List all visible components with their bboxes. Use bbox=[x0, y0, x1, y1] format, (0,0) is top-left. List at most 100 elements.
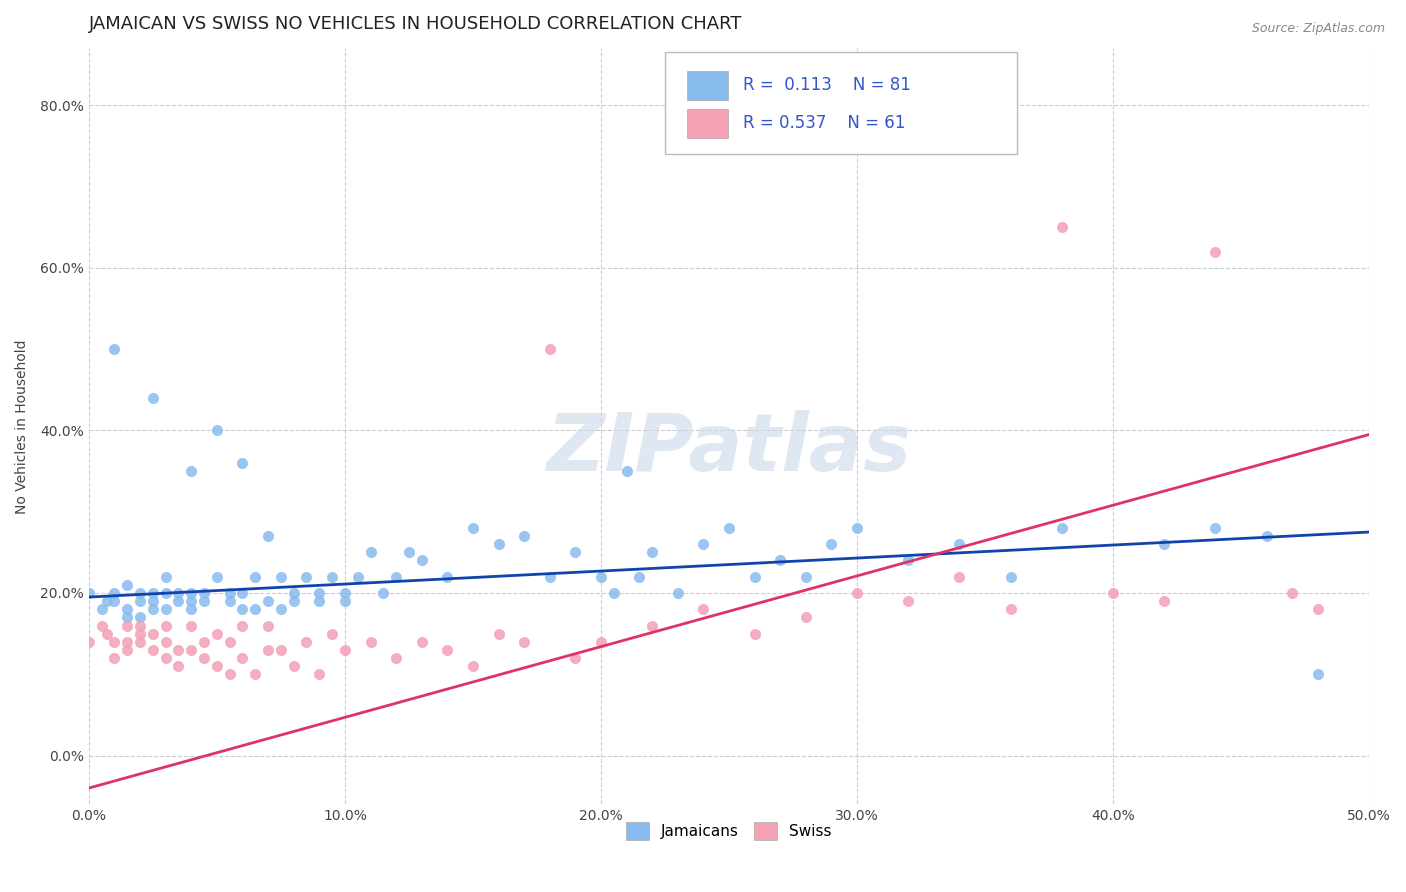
Point bbox=[117, 634, 139, 648]
Point bbox=[538, 342, 561, 356]
Point bbox=[231, 602, 253, 616]
Point bbox=[129, 586, 152, 600]
Point bbox=[1256, 529, 1278, 543]
Point bbox=[1306, 667, 1329, 681]
Point bbox=[373, 586, 395, 600]
Text: Source: ZipAtlas.com: Source: ZipAtlas.com bbox=[1251, 22, 1385, 36]
Point bbox=[295, 634, 318, 648]
Point bbox=[589, 634, 612, 648]
Point bbox=[96, 594, 118, 608]
Point bbox=[1000, 570, 1022, 584]
Point bbox=[90, 618, 112, 632]
Point bbox=[167, 659, 190, 673]
Point bbox=[231, 456, 253, 470]
Point bbox=[205, 626, 228, 640]
Point bbox=[103, 634, 125, 648]
Point bbox=[218, 634, 240, 648]
Y-axis label: No Vehicles in Household: No Vehicles in Household bbox=[15, 339, 30, 514]
Point bbox=[897, 553, 920, 567]
Point bbox=[385, 651, 408, 665]
Text: JAMAICAN VS SWISS NO VEHICLES IN HOUSEHOLD CORRELATION CHART: JAMAICAN VS SWISS NO VEHICLES IN HOUSEHO… bbox=[89, 15, 742, 33]
Point bbox=[142, 602, 165, 616]
Point bbox=[129, 610, 152, 624]
Point bbox=[603, 586, 626, 600]
Point bbox=[846, 521, 869, 535]
Point bbox=[167, 594, 190, 608]
Point bbox=[641, 618, 664, 632]
Point bbox=[167, 586, 190, 600]
Point bbox=[117, 602, 139, 616]
Point bbox=[1306, 602, 1329, 616]
Point bbox=[193, 594, 215, 608]
Point bbox=[117, 578, 139, 592]
Point bbox=[155, 651, 177, 665]
Point bbox=[948, 537, 970, 551]
Point bbox=[283, 586, 305, 600]
Point bbox=[1205, 521, 1227, 535]
Point bbox=[103, 586, 125, 600]
Point bbox=[513, 529, 536, 543]
Point bbox=[411, 634, 433, 648]
Point bbox=[538, 570, 561, 584]
Point bbox=[717, 521, 740, 535]
Point bbox=[117, 618, 139, 632]
Point bbox=[461, 659, 484, 673]
Point bbox=[218, 667, 240, 681]
Point bbox=[270, 602, 292, 616]
Point bbox=[308, 586, 330, 600]
Point bbox=[283, 594, 305, 608]
Point bbox=[245, 602, 267, 616]
Point bbox=[103, 342, 125, 356]
Text: ZIPatlas: ZIPatlas bbox=[547, 410, 911, 488]
Point bbox=[564, 651, 586, 665]
Point bbox=[129, 626, 152, 640]
Point bbox=[616, 464, 638, 478]
Point bbox=[231, 651, 253, 665]
Point bbox=[142, 586, 165, 600]
Point bbox=[193, 586, 215, 600]
Point bbox=[155, 570, 177, 584]
Point bbox=[628, 570, 651, 584]
Point bbox=[103, 651, 125, 665]
Point bbox=[295, 570, 318, 584]
Point bbox=[257, 618, 280, 632]
Point bbox=[488, 626, 510, 640]
Point bbox=[96, 626, 118, 640]
Point bbox=[385, 570, 408, 584]
Point bbox=[346, 570, 368, 584]
Point bbox=[436, 643, 458, 657]
Point bbox=[744, 570, 766, 584]
Point bbox=[589, 570, 612, 584]
Point bbox=[180, 464, 202, 478]
Point bbox=[180, 643, 202, 657]
Point bbox=[641, 545, 664, 559]
Point bbox=[77, 586, 100, 600]
Point bbox=[270, 570, 292, 584]
Point bbox=[360, 545, 382, 559]
Point bbox=[1205, 244, 1227, 259]
Point bbox=[257, 643, 280, 657]
FancyBboxPatch shape bbox=[686, 109, 728, 137]
Point bbox=[513, 634, 536, 648]
Point bbox=[142, 626, 165, 640]
Point bbox=[193, 651, 215, 665]
Point bbox=[333, 586, 356, 600]
Point bbox=[794, 610, 817, 624]
FancyBboxPatch shape bbox=[686, 71, 728, 100]
Point bbox=[948, 570, 970, 584]
Point bbox=[360, 634, 382, 648]
Point bbox=[180, 602, 202, 616]
Point bbox=[117, 643, 139, 657]
Point bbox=[129, 634, 152, 648]
Point bbox=[1050, 521, 1073, 535]
Point bbox=[180, 594, 202, 608]
Point bbox=[155, 586, 177, 600]
Point bbox=[897, 594, 920, 608]
Point bbox=[333, 594, 356, 608]
Text: R = 0.537    N = 61: R = 0.537 N = 61 bbox=[742, 114, 905, 132]
Point bbox=[103, 594, 125, 608]
Point bbox=[245, 667, 267, 681]
Point bbox=[257, 594, 280, 608]
Point bbox=[129, 594, 152, 608]
FancyBboxPatch shape bbox=[665, 53, 1017, 154]
